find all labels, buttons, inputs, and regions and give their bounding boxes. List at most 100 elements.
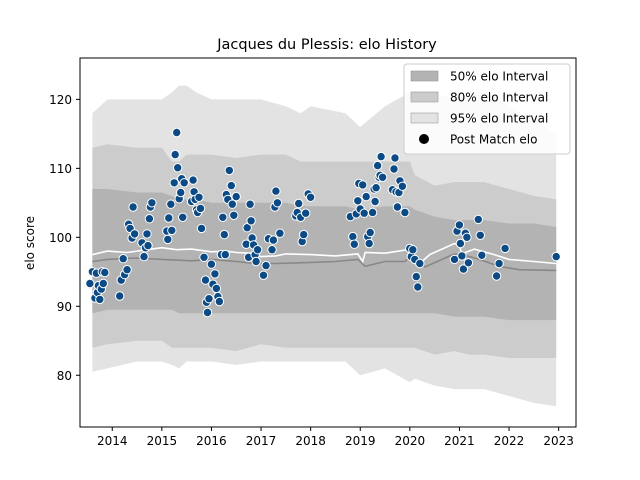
elo-point bbox=[389, 164, 399, 174]
x-tick-label: 2022 bbox=[494, 434, 525, 448]
elo-point bbox=[358, 180, 368, 190]
elo-point bbox=[365, 227, 375, 238]
elo-point bbox=[413, 282, 423, 292]
elo-point bbox=[167, 225, 177, 236]
elo-point bbox=[411, 271, 421, 282]
legend-label: Post Match elo bbox=[450, 133, 537, 147]
elo-point bbox=[226, 180, 237, 191]
legend-label: 80% elo Interval bbox=[450, 91, 548, 105]
elo-point bbox=[231, 191, 241, 202]
elo-point bbox=[166, 199, 176, 209]
elo-point bbox=[211, 283, 222, 294]
elo-point bbox=[95, 294, 105, 305]
elo-point bbox=[206, 259, 217, 269]
elo-point bbox=[272, 198, 283, 208]
elo-point bbox=[219, 229, 230, 240]
elo-point bbox=[115, 291, 125, 301]
elo-point bbox=[408, 245, 418, 255]
x-tick-label: 2018 bbox=[295, 434, 326, 448]
legend-label: 50% elo Interval bbox=[450, 70, 548, 84]
x-tick-label: 2020 bbox=[395, 434, 426, 448]
elo-point bbox=[359, 208, 369, 218]
elo-point bbox=[210, 269, 220, 279]
elo-point bbox=[371, 183, 381, 193]
elo-point bbox=[214, 296, 225, 307]
y-tick-label: 100 bbox=[49, 231, 72, 245]
elo-point bbox=[172, 127, 182, 138]
elo-point bbox=[364, 238, 374, 249]
elo-point bbox=[294, 198, 304, 209]
elo-point bbox=[551, 251, 561, 262]
elo-point bbox=[397, 181, 408, 192]
elo-point bbox=[251, 256, 261, 267]
x-tick-label: 2015 bbox=[147, 434, 178, 448]
elo-point bbox=[218, 212, 228, 223]
elo-point bbox=[122, 265, 132, 275]
elo-point bbox=[200, 275, 211, 285]
elo-point bbox=[98, 278, 109, 289]
elo-point bbox=[173, 163, 183, 173]
elo-point bbox=[361, 191, 371, 202]
x-tick-label: 2016 bbox=[196, 434, 227, 448]
elo-point bbox=[245, 199, 255, 209]
elo-point bbox=[128, 202, 138, 212]
x-tick-label: 2017 bbox=[246, 434, 277, 448]
x-axis: 2014 2015 2016 2017 2018 2019 2020 2021 2022 2023 bbox=[97, 427, 574, 448]
y-tick-label: 110 bbox=[49, 162, 72, 176]
y-tick-label: 80 bbox=[57, 369, 72, 383]
elo-point bbox=[348, 231, 358, 242]
elo-point bbox=[353, 196, 363, 206]
chart-title: Jacques du Plessis: elo History bbox=[216, 37, 437, 53]
elo-point bbox=[268, 235, 279, 245]
elo-point bbox=[194, 192, 204, 203]
y-tick-label: 120 bbox=[49, 93, 72, 107]
elo-point bbox=[224, 165, 235, 176]
elo-point bbox=[163, 234, 173, 245]
elo-point bbox=[454, 220, 465, 230]
elo-point bbox=[139, 251, 149, 262]
legend-swatch bbox=[410, 70, 439, 82]
legend-label: 95% elo Interval bbox=[450, 112, 548, 126]
elo-point bbox=[475, 230, 485, 241]
elo-point bbox=[229, 210, 239, 221]
elo-point bbox=[169, 178, 179, 188]
elo-point bbox=[147, 198, 157, 208]
elo-point bbox=[494, 258, 504, 269]
x-tick-label: 2023 bbox=[543, 434, 574, 448]
legend-marker bbox=[419, 134, 429, 144]
elo-point bbox=[242, 223, 252, 233]
elo-point bbox=[349, 239, 359, 249]
elo-point bbox=[400, 207, 410, 218]
elo-point bbox=[100, 267, 110, 278]
elo-point bbox=[415, 258, 425, 269]
elo-point bbox=[458, 264, 469, 274]
y-axis: 80 90 100 110 120 bbox=[49, 93, 80, 383]
elo-point bbox=[196, 223, 207, 234]
median-elo-line bbox=[92, 253, 557, 272]
elo-point bbox=[372, 160, 383, 171]
elo-point bbox=[188, 175, 198, 185]
x-tick-label: 2014 bbox=[97, 434, 128, 448]
elo-point bbox=[457, 251, 467, 261]
elo-point bbox=[271, 186, 281, 196]
elo-point bbox=[261, 260, 271, 271]
elo-point bbox=[305, 192, 316, 203]
elo-point bbox=[299, 229, 309, 240]
elo-point bbox=[367, 207, 378, 218]
legend: 50% elo Interval 80% elo Interval 95% elo … bbox=[403, 63, 571, 155]
elo-point bbox=[390, 153, 400, 163]
elo-point bbox=[463, 258, 474, 268]
elo-point bbox=[462, 232, 472, 243]
elo-point bbox=[370, 196, 380, 207]
elo-point bbox=[179, 178, 189, 188]
elo-point bbox=[258, 270, 269, 280]
elo-point bbox=[455, 238, 466, 249]
elo-point bbox=[220, 249, 231, 260]
legend-frame bbox=[403, 63, 571, 155]
elo-point bbox=[118, 254, 128, 264]
x-tick-label: 2021 bbox=[444, 434, 475, 448]
plot-frame bbox=[79, 57, 577, 428]
elo-point bbox=[85, 278, 95, 289]
y-tick-label: 90 bbox=[57, 300, 72, 314]
